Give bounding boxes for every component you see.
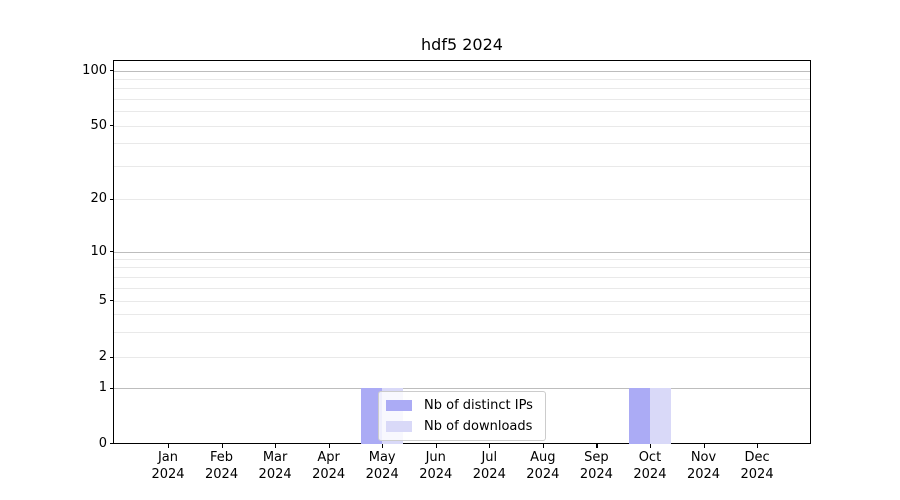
y-gridline-2	[114, 357, 810, 358]
x-tick-mar	[275, 443, 277, 448]
y-tick-10	[109, 251, 114, 253]
x-tick-label-jul: Jul 2024	[472, 450, 506, 482]
plot-area	[113, 59, 811, 444]
y-gridline-6	[114, 287, 810, 289]
y-gridline-7	[114, 276, 810, 278]
legend-swatch-downloads	[386, 421, 412, 432]
y-tick-label-2: 2	[98, 349, 107, 364]
x-tick-label-apr: Apr 2024	[312, 450, 346, 482]
y-gridline-70	[114, 98, 810, 100]
x-tick-label-jun: Jun 2024	[419, 450, 453, 482]
y-tick-20	[109, 198, 114, 200]
y-tick-5	[109, 300, 114, 302]
x-tick-label-feb: Feb 2024	[205, 450, 239, 482]
x-tick-sep	[596, 443, 598, 448]
bar-distinct-ips-may	[361, 388, 383, 444]
y-gridline-30	[114, 166, 810, 168]
y-gridline-90	[114, 78, 810, 80]
y-tick-100	[109, 70, 114, 72]
x-tick-label-mar: Mar 2024	[258, 450, 292, 482]
y-tick-0	[109, 443, 114, 445]
y-gridline-10	[114, 251, 810, 253]
bar-distinct-ips-oct	[628, 388, 650, 444]
legend-entry-distinct-ips: Nb of distinct IPs	[386, 398, 537, 413]
x-tick-label-sep: Sep 2024	[579, 450, 613, 482]
y-gridline-1	[114, 388, 810, 389]
x-tick-aug	[542, 443, 545, 448]
y-gridline-100	[114, 70, 810, 72]
x-tick-label-aug: Aug 2024	[526, 450, 560, 482]
y-tick-50	[109, 125, 114, 127]
y-tick-1	[109, 387, 114, 389]
y-tick-label-50: 50	[90, 117, 107, 133]
legend-label-distinct-ips: Nb of distinct IPs	[424, 398, 533, 413]
x-tick-label-jan: Jan 2024	[151, 450, 185, 482]
x-tick-may	[382, 443, 384, 448]
legend-label-downloads: Nb of downloads	[424, 419, 533, 434]
y-gridline-20	[114, 199, 810, 200]
y-tick-label-10: 10	[90, 243, 107, 259]
x-tick-label-nov: Nov 2024	[686, 450, 721, 482]
y-gridline-4	[114, 314, 810, 316]
y-gridline-8	[114, 267, 810, 269]
bar-downloads-oct	[649, 388, 671, 444]
x-tick-apr	[328, 443, 330, 448]
x-tick-dec	[757, 443, 759, 448]
chart-title: hdf5 2024	[421, 35, 503, 54]
y-tick-label-5: 5	[98, 292, 107, 308]
y-gridline-5	[114, 300, 810, 302]
y-gridline-50	[114, 125, 810, 127]
legend: Nb of distinct IPs Nb of downloads	[378, 391, 546, 441]
x-tick-jan	[168, 443, 170, 448]
x-tick-label-dec: Dec 2024	[740, 450, 774, 482]
x-tick-oct	[649, 443, 652, 448]
x-tick-label-may: May 2024	[365, 450, 399, 482]
y-gridline-80	[114, 88, 810, 90]
y-tick-label-100: 100	[82, 62, 107, 78]
x-tick-label-oct: Oct 2024	[633, 450, 667, 482]
legend-entry-downloads: Nb of downloads	[386, 419, 537, 434]
y-gridline-40	[114, 143, 810, 145]
y-tick-label-0: 0	[98, 435, 107, 451]
x-tick-feb	[221, 443, 223, 448]
y-gridline-3	[114, 331, 810, 333]
x-tick-nov	[703, 443, 705, 448]
x-tick-jul	[489, 443, 491, 448]
x-tick-jun	[435, 443, 437, 448]
y-gridline-9	[114, 258, 810, 260]
y-gridline-60	[114, 111, 810, 113]
y-tick-label-20: 20	[90, 191, 107, 206]
legend-swatch-distinct-ips	[386, 400, 412, 411]
y-tick-label-1: 1	[98, 380, 107, 395]
y-tick-2	[109, 356, 114, 358]
